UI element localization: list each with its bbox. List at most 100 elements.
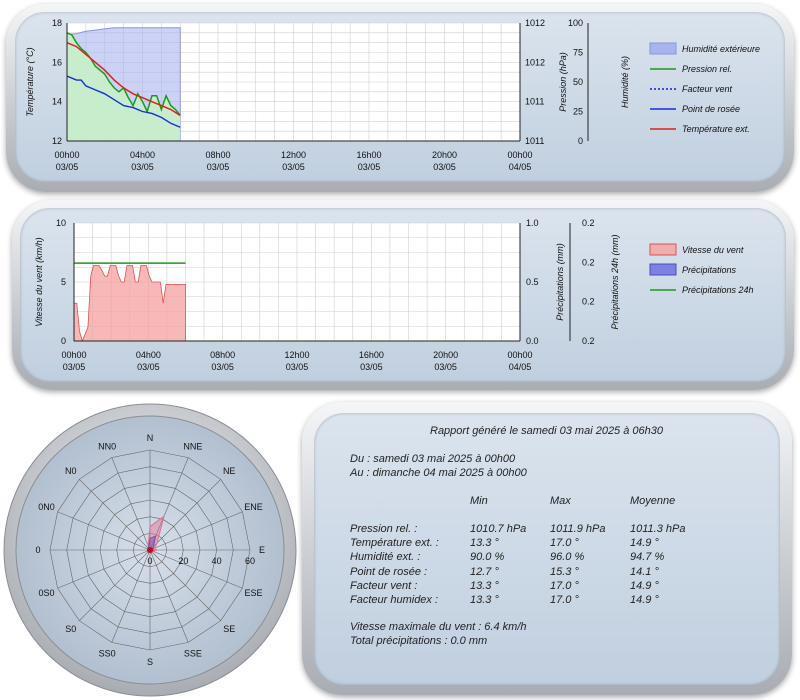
y-left-tick-label: 10 (56, 218, 66, 228)
report-row-max: 1011.9 hPa (550, 523, 606, 535)
report-row-label: Facteur vent : (350, 579, 418, 592)
y-left-axis-label: Vitesse du vent (km/h) (34, 237, 44, 326)
y-right2-tick-label: 0.2 (582, 336, 595, 346)
x-tick-date-label: 04/05 (509, 162, 532, 172)
rose-spoke (149, 479, 221, 551)
radial-tick-label: 20 (178, 556, 188, 566)
wind-rose-chart: N NNE NE ENE E ESE SE SSE S SS0 S0 0S0 0 0N0 N0 NN0 0 20 4… (3, 403, 297, 697)
x-tick-date-label: 03/05 (282, 162, 305, 172)
legend-label: Point de rosée (682, 104, 740, 114)
y-right1-tick-label: 1012 (525, 18, 545, 28)
y-right2-tick-label: 0.2 (582, 297, 595, 307)
x-tick-label: 16h00 (359, 350, 384, 360)
x-tick-date-label: 03/05 (433, 162, 456, 172)
report-row-max: 17.0 ° (550, 594, 579, 606)
legend-swatch (649, 42, 677, 55)
direction-label: 0 (35, 545, 40, 555)
header-min: Min (470, 495, 488, 507)
x-tick-date-label: 03/05 (211, 362, 234, 372)
legend-label: Pression rel. (682, 64, 732, 74)
report-row-max: 96.0 % (550, 551, 585, 564)
x-tick-date-label: 03/05 (360, 362, 383, 372)
x-tick-label: 12h00 (281, 150, 306, 160)
rose-spoke (149, 457, 189, 551)
rose-spoke (57, 511, 151, 551)
report-row-label: Point de rosée : (350, 565, 428, 578)
report: Rapport généré le samedi 03 mai 2025 à 0… (314, 413, 780, 685)
x-tick-label: 00h00 (507, 350, 532, 360)
report-row-avg: 14.9 ° (630, 537, 659, 550)
report-from: Du : samedi 03 mai 2025 à 00h00 (350, 453, 516, 465)
report-row-label: Pression rel. : (350, 523, 418, 535)
legend-label: Vitesse du vent (682, 245, 744, 255)
direction-label: NN0 (98, 442, 116, 452)
rose-spoke (111, 549, 151, 643)
rose-spoke (79, 549, 151, 621)
x-tick-label: 20h00 (433, 350, 458, 360)
rose-spoke (149, 549, 189, 643)
report-wind-max: Vitesse maximale du vent : 6.4 km/h (350, 621, 527, 633)
legend-label: Humidité extérieure (682, 44, 760, 54)
x-tick-date-label: 03/05 (358, 162, 381, 172)
y-left-tick-label: 16 (52, 57, 62, 67)
x-tick-date-label: 04/05 (509, 362, 532, 372)
report-row-min: 13.3 ° (470, 537, 499, 550)
report-row-avg: 14.9 ° (630, 579, 659, 592)
x-tick-label: 04h00 (136, 350, 161, 360)
x-tick-label: 00h00 (54, 150, 79, 160)
rose-spoke (149, 511, 243, 551)
direction-label: N0 (65, 466, 77, 476)
header-max: Max (550, 495, 571, 507)
x-tick-label: 20h00 (432, 150, 457, 160)
direction-label: S0 (65, 624, 76, 634)
report-row-avg: 1011.3 hPa (630, 523, 686, 535)
report-row-label: Humidité ext. : (350, 551, 421, 564)
legend-swatch (649, 243, 677, 256)
report-row-max: 17.0 ° (550, 579, 579, 592)
y-right2-tick-label: 25 (573, 107, 583, 117)
direction-label: 0N0 (38, 502, 55, 512)
rose-spoke (149, 549, 243, 589)
radial-tick-label: 60 (245, 556, 255, 566)
x-tick-date-label: 03/05 (434, 362, 457, 372)
dewpoint-line (66, 75, 181, 128)
report-panel-inner (314, 413, 780, 685)
y-left-tick-label: 12 (52, 136, 62, 146)
report-row-min: 1010.7 hPa (470, 523, 527, 535)
report-to: Au : dimanche 04 mai 2025 à 00h00 (350, 467, 527, 479)
report-row-max: 15.3 ° (550, 565, 579, 578)
legend-label: Température ext. (682, 124, 750, 134)
x-tick-label: 16h00 (356, 150, 381, 160)
wind-speed-area (73, 265, 186, 343)
y-right2-axis-label: Précipitations 24h (mm) (610, 234, 620, 329)
direction-label: S (147, 657, 153, 667)
x-tick-label: 00h00 (61, 350, 86, 360)
y-right1-tick-label: 0.5 (526, 277, 539, 287)
y-right2-tick-label: 75 (573, 48, 583, 58)
y-right2-axis-label: Humidité (%) (620, 56, 630, 108)
report-row-min: 12.7 ° (470, 565, 499, 578)
y-right1-tick-label: 0.0 (526, 336, 539, 346)
radial-tick-label: 40 (212, 556, 222, 566)
direction-label: ENE (244, 502, 263, 512)
report-rain-total: Total précipitations : 0.0 mm (350, 635, 488, 647)
direction-label: ESE (244, 588, 262, 598)
y-right2-tick-label: 0 (578, 136, 583, 146)
direction-label: SS0 (99, 648, 116, 658)
rose-spoke (111, 457, 151, 551)
temperature-line (66, 41, 181, 117)
header-avg: Moyenne (630, 495, 676, 507)
report-row-label: Facteur humidex : (350, 594, 439, 606)
direction-label: N (147, 433, 154, 443)
legend-label: Précipitations (682, 265, 737, 275)
y-right2-tick-label: 0.2 (582, 218, 595, 228)
x-tick-label: 00h00 (507, 150, 532, 160)
direction-label: NNE (183, 442, 202, 452)
y-right1-tick-label: 1011 (525, 97, 544, 107)
wind-rain-chart: 10 5 0 1.0 0.5 0.0 0.2 0.2 0.2 0.2 00h00 03/05 04h00… (34, 218, 754, 372)
y-right2-tick-label: 0.2 (582, 257, 595, 267)
report-row-max: 17.0 ° (550, 537, 579, 550)
report-row-min: 13.3 ° (470, 594, 499, 606)
legend-label: Précipitations 24h (682, 285, 754, 295)
report-row-avg: 14.1 ° (630, 565, 659, 578)
